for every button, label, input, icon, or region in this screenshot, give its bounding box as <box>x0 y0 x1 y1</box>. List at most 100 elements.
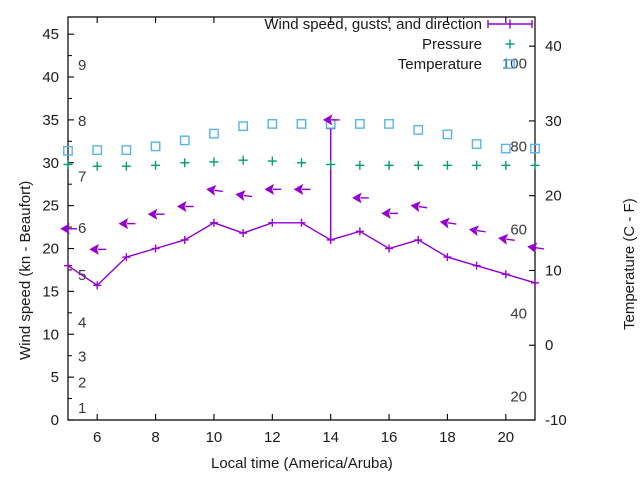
wind-direction-arrow-13 <box>293 183 311 195</box>
beaufort-label-2: 2 <box>78 374 86 391</box>
x-axis-title: Local time (America/Aruba) <box>211 455 393 472</box>
pressure-point-13 <box>297 158 306 168</box>
pressure-point-11 <box>238 155 248 165</box>
temperature-point-16 <box>384 119 394 129</box>
pressure-point-7 <box>121 161 131 171</box>
fahrenheit-label-80: 80 <box>510 139 527 156</box>
x-tick-label-5: 16 <box>381 429 398 446</box>
pressure-point-15 <box>355 160 365 170</box>
y-tick-label-5: 25 <box>42 198 59 215</box>
wind-speed-line <box>67 222 536 287</box>
legend-key-pressure <box>505 39 515 49</box>
wind-speed-point-10 <box>209 218 218 227</box>
y2-tick-label-2: 10 <box>545 262 562 279</box>
wind-speed-point-18 <box>443 253 452 262</box>
plot-border <box>67 16 536 421</box>
y-tick-label-0: 0 <box>51 412 59 429</box>
temperature-point-12 <box>267 119 278 129</box>
pressure-point-8 <box>151 160 161 170</box>
x-tick-label-0: 6 <box>93 429 101 446</box>
temperature-point-8 <box>150 141 161 152</box>
temperature-point-20 <box>500 143 511 154</box>
beaufort-label-3: 3 <box>78 349 86 366</box>
y-axis-title: Wind speed (kn - Beaufort) <box>17 180 34 360</box>
wind-direction-arrow-20 <box>498 233 515 245</box>
pressure-point-12 <box>267 156 277 166</box>
pressure-point-20 <box>501 160 511 170</box>
fahrenheit-label-20: 20 <box>510 388 527 405</box>
wind-speed-point-19 <box>472 261 481 270</box>
beaufort-label-1: 1 <box>78 400 86 417</box>
wind-speed-point-21 <box>531 278 539 287</box>
beaufort-label-8: 8 <box>78 113 86 130</box>
y-tick-label-4: 20 <box>42 241 59 258</box>
y2-tick-label-5: 40 <box>545 38 562 55</box>
pressure-point-14 <box>326 159 336 169</box>
x-tick-label-7: 20 <box>497 429 514 446</box>
pressure-point-18 <box>442 160 452 170</box>
wind-speed-point-5 <box>64 261 72 270</box>
legend-label-temperature: Temperature <box>397 56 482 73</box>
legend-label-pressure: Pressure <box>421 36 482 53</box>
wind-direction-arrow-9 <box>176 201 194 212</box>
pressure-point-10 <box>209 157 219 167</box>
x-tick-label-1: 8 <box>151 429 159 446</box>
wind-speed-point-8 <box>151 244 160 253</box>
temperature-point-17 <box>413 124 424 135</box>
y-tick-label-2: 10 <box>42 326 59 343</box>
temperature-point-21 <box>530 143 540 154</box>
y-tick-label-9: 45 <box>42 26 59 43</box>
temperature-point-10 <box>209 128 219 139</box>
beaufort-label-9: 9 <box>78 57 86 74</box>
temperature-point-19 <box>471 139 482 150</box>
wind-speed-point-7 <box>122 253 131 262</box>
wind-direction-arrow-15 <box>352 192 369 204</box>
wind-direction-arrow-17 <box>410 201 428 213</box>
y-tick-label-7: 35 <box>42 112 59 129</box>
wind-direction-arrow-21 <box>527 242 545 254</box>
wind-direction-arrow-10 <box>206 185 223 196</box>
fahrenheit-label-40: 40 <box>510 305 527 322</box>
wind-direction-arrow-16 <box>381 207 399 219</box>
x-tick-label-2: 10 <box>206 429 223 446</box>
beaufort-label-7: 7 <box>78 169 86 186</box>
y2-tick-label-0: -10 <box>545 412 567 429</box>
legend-label-wind: Wind speed, gusts, and direction <box>264 16 482 33</box>
pressure-point-16 <box>384 160 394 170</box>
fahrenheit-label-60: 60 <box>510 222 527 239</box>
y2-tick-label-4: 30 <box>545 113 562 130</box>
wind-direction-arrow-5 <box>60 223 77 235</box>
temperature-point-15 <box>354 119 365 129</box>
wind-speed-point-9 <box>180 235 189 244</box>
y2-tick-label-1: 0 <box>545 337 553 354</box>
x-tick-label-3: 12 <box>264 429 281 446</box>
wind-direction-arrow-19 <box>468 225 486 237</box>
y-tick-label-3: 15 <box>42 283 59 300</box>
pressure-point-5 <box>63 159 73 169</box>
temperature-point-6 <box>92 145 103 155</box>
wind-speed-point-6 <box>93 281 102 290</box>
legend-key-temperature <box>505 59 515 69</box>
wind-speed-point-12 <box>268 218 277 227</box>
pressure-point-19 <box>472 160 482 170</box>
y2-axis-title: Temperature (C - F) <box>621 198 638 330</box>
wind-direction-arrow-7 <box>118 218 136 230</box>
beaufort-label-4: 4 <box>78 314 86 331</box>
x-tick-label-6: 18 <box>439 429 456 446</box>
y-tick-label-8: 40 <box>42 69 59 86</box>
temperature-point-9 <box>179 135 190 146</box>
wind-speed-point-11 <box>239 229 248 238</box>
temperature-point-7 <box>121 145 132 155</box>
wind-direction-arrow-14 <box>322 114 340 126</box>
legend-key-wind <box>487 19 533 29</box>
wind-direction-arrow-8 <box>147 208 165 220</box>
y-tick-label-6: 30 <box>42 155 59 172</box>
pressure-point-17 <box>413 160 423 170</box>
temperature-point-11 <box>238 121 249 132</box>
wind-speed-point-13 <box>297 218 306 227</box>
wind-direction-arrow-12 <box>264 183 282 195</box>
wind-direction-arrow-6 <box>89 243 107 255</box>
wind-speed-point-16 <box>385 244 394 253</box>
